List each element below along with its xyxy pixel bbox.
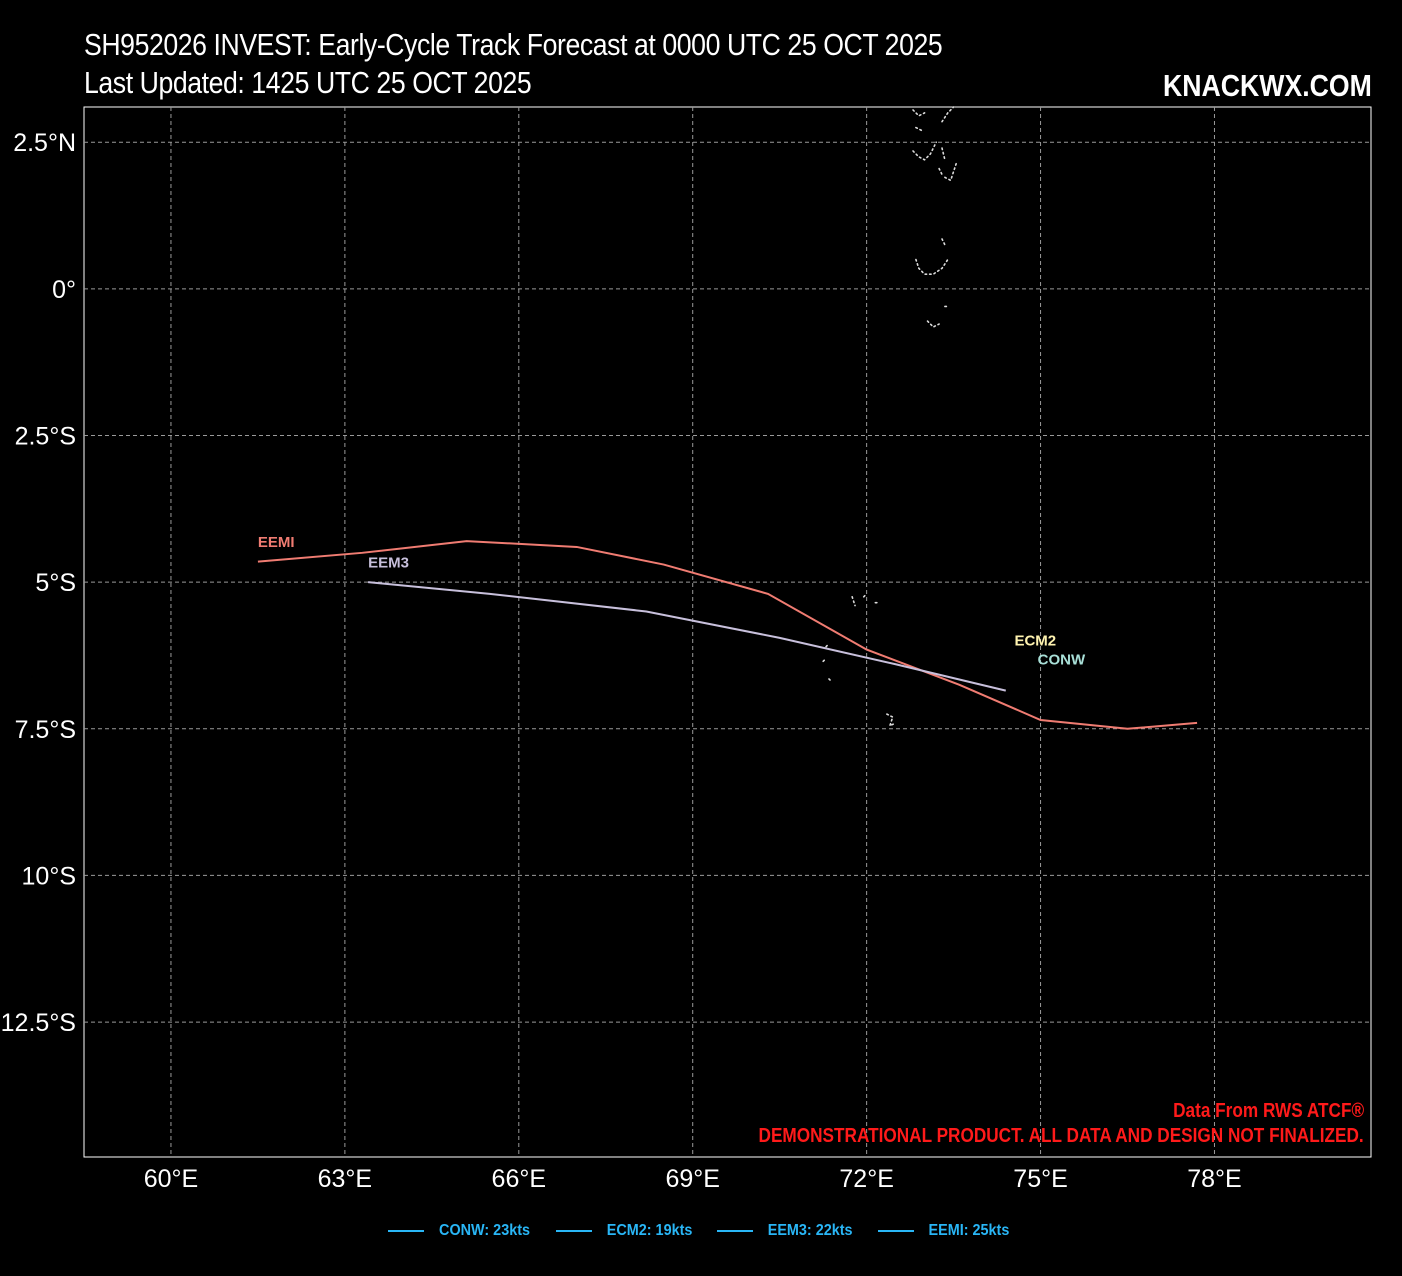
lon-tick-label: 69°E: [665, 1165, 719, 1193]
lon-tick-label: 60°E: [144, 1165, 198, 1193]
forecast-tracks: [257, 540, 1198, 730]
lon-tick-label: 63°E: [318, 1165, 372, 1193]
legend: CONW: 23kts ECM2: 19kts EEM3: 22kts EEMI…: [0, 1222, 1402, 1240]
legend-item-ecm2: ECM2: 19kts: [555, 1222, 697, 1240]
island-outline: [941, 147, 946, 161]
track-label-conw: CONW: [1038, 651, 1086, 668]
lon-tick-label: 66°E: [492, 1165, 546, 1193]
legend-label: EEMI: 25kts: [928, 1222, 1010, 1239]
legend-label: EEM3: 22kts: [768, 1222, 853, 1239]
lon-tick-label: 75°E: [1013, 1165, 1067, 1193]
track-labels: EEMI EEM3 ECM2 CONW: [258, 534, 1086, 668]
title-line-2: Last Updated: 1425 UTC 25 OCT 2025: [84, 65, 532, 100]
lon-tick-label: 72°E: [839, 1165, 893, 1193]
track-label-ecm2: ECM2: [1014, 632, 1056, 649]
track-eem3: [367, 581, 1007, 692]
credit-line-2: DEMONSTRATIONAL PRODUCT. ALL DATA AND DE…: [758, 1125, 1364, 1147]
island-outline: [941, 106, 955, 123]
legend-item-conw: CONW: 23kts: [388, 1222, 535, 1240]
lon-tick-label: 78°E: [1187, 1165, 1241, 1193]
islands: [822, 106, 958, 728]
track-label-eemi: EEMI: [258, 534, 295, 551]
island-outline: [825, 642, 830, 648]
lat-tick-label: 7.5°S: [15, 716, 76, 744]
island-outline: [912, 141, 938, 161]
track-eemi: [257, 540, 1198, 730]
legend-item-eemi: EEMI: 25kts: [878, 1222, 1014, 1240]
lat-tick-label: 5°S: [35, 569, 76, 597]
legend-swatch: [878, 1230, 915, 1232]
title-line-1: SH952026 INVEST: Early-Cycle Track Forec…: [84, 27, 943, 62]
island-outline: [851, 596, 856, 607]
track-label-eem3: EEM3: [368, 554, 409, 571]
legend-item-eem3: EEM3: 22kts: [717, 1222, 857, 1240]
chart-title: SH952026 INVEST: Early-Cycle Track Forec…: [84, 26, 943, 102]
lat-tick-label: 12.5°S: [1, 1009, 76, 1037]
brand-logo-text: KNACKWX.COM: [1163, 68, 1372, 103]
island-outline: [915, 126, 923, 132]
lat-tick-label: 2.5°S: [15, 422, 76, 450]
legend-label: CONW: 23kts: [439, 1222, 531, 1239]
credit-line-1: Data From RWS ATCF®: [1172, 1100, 1364, 1122]
island-outline: [944, 161, 958, 182]
legend-label: ECM2: 19kts: [606, 1222, 693, 1239]
legend-swatch: [388, 1230, 425, 1232]
grid-lines: [84, 107, 1371, 1157]
lat-tick-label: 0°: [52, 276, 76, 304]
island-outline: [912, 109, 926, 117]
island-outline: [886, 713, 897, 728]
legend-swatch: [717, 1230, 754, 1232]
island-outline: [862, 593, 868, 598]
island-outline: [822, 657, 827, 663]
lat-tick-label: 10°S: [22, 862, 76, 890]
island-outline: [941, 238, 946, 246]
lat-tick-label: 2.5°N: [13, 129, 76, 157]
island-outline: [938, 167, 943, 176]
island-outline: [915, 258, 949, 275]
longitude-tick-labels: 60°E 63°E 66°E 69°E 72°E 75°E 78°E: [144, 1165, 1242, 1193]
map-frame: [83, 106, 1372, 1158]
legend-swatch: [555, 1230, 592, 1232]
latitude-tick-labels: 2.5°N 0° 2.5°S 5°S 7.5°S 10°S 12.5°S: [1, 129, 76, 1037]
island-outline: [828, 678, 833, 683]
island-outline: [926, 320, 940, 328]
